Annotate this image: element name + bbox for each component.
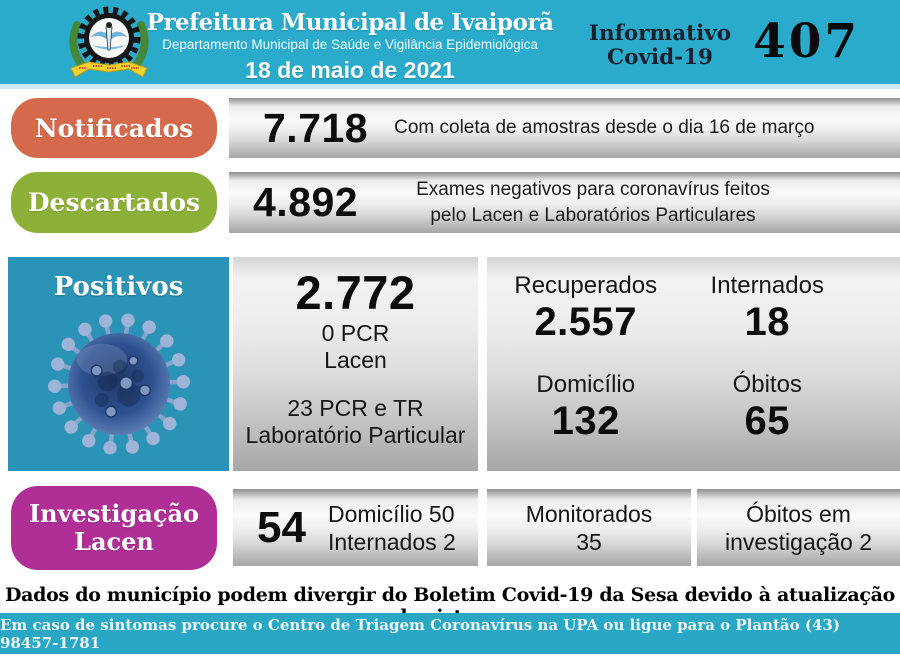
investigacao-badge-line1: Investigação	[28, 499, 200, 529]
stat-internados-label: Internados	[710, 272, 824, 299]
descartados-note-line2: pelo Lacen e Laboratórios Particulares	[430, 204, 756, 226]
descartados-bar: 4.892 Exames negativos para coronavírus …	[229, 172, 900, 233]
footer-text: Em caso de sintomas procure o Centro de …	[0, 615, 840, 652]
bulletin-number: 407	[753, 14, 861, 69]
bulletin-date: 18 de maio de 2021	[245, 57, 455, 83]
investigacao-detail-line2: Internados 2	[327, 528, 456, 555]
bulletin-label: Informativo Covid-19	[578, 21, 742, 71]
positivos-particular-line2: Laboratório Particular	[245, 422, 466, 448]
investigacao-value-panel: 54 Domicílio 50 Internados 2	[233, 489, 478, 566]
header-bar: Prefeitura Municipal de Ivaiporã Departa…	[0, 0, 900, 89]
stat-internados-value: 18	[744, 300, 790, 344]
obitos-investigacao-line1: Óbitos em	[746, 500, 851, 527]
city-crest-icon	[69, 6, 149, 78]
stat-obitos: Óbitos 65	[677, 371, 859, 470]
positivos-particular-line1: 23 PCR e TR	[287, 395, 424, 421]
coronavirus-icon	[47, 312, 190, 456]
descartados-badge: Descartados	[11, 172, 217, 233]
notificados-value: 7.718	[263, 104, 369, 151]
stat-internados: Internados 18	[677, 272, 859, 371]
notificados-bar: 7.718 Com coleta de amostras desde o dia…	[229, 98, 900, 158]
footer-bar: Em caso de sintomas procure o Centro de …	[0, 613, 900, 654]
investigacao-detail-line1: Domicílio 50	[327, 500, 455, 527]
monitorados-value: 35	[576, 528, 602, 555]
positivos-total: 2.772	[295, 266, 416, 319]
positivos-lacen-line2: Lacen	[324, 347, 387, 373]
stat-domicilio-label: Domicílio	[536, 371, 636, 398]
positivos-lacen-breakdown: 0 PCR Lacen	[233, 320, 478, 374]
investigacao-badge-line2: Lacen	[74, 527, 154, 556]
descartados-value: 4.892	[253, 179, 359, 225]
municipality-title: Prefeitura Municipal de Ivaiporã	[146, 9, 554, 36]
investigacao-badge: Investigação Lacen	[11, 486, 217, 570]
investigacao-detail: Domicílio 50 Internados 2	[328, 500, 456, 556]
positivos-lacen-line1: 0 PCR	[321, 320, 390, 346]
department-subtitle: Departamento Municipal de Saúde e Vigilâ…	[162, 37, 538, 52]
monitorados-label: Monitorados	[525, 500, 653, 527]
notificados-note: Com coleta de amostras desde o dia 16 de…	[394, 117, 815, 138]
monitorados-panel: Monitorados 35	[487, 489, 691, 566]
positivos-label: Positivos	[53, 272, 184, 302]
bulletin-label-line1: Informativo	[588, 21, 732, 46]
descartados-note-line1: Exames negativos para coronavírus feitos	[416, 178, 770, 200]
notificados-badge-label: Notificados	[34, 113, 194, 143]
stat-recuperados-value: 2.557	[534, 300, 638, 344]
stat-domicilio: Domicílio 132	[495, 371, 677, 470]
positivos-stats-panel: Recuperados 2.557 Internados 18 Domicíli…	[487, 257, 900, 471]
descartados-note: Exames negativos para coronavírus feitos…	[416, 177, 770, 229]
stat-obitos-value: 65	[744, 399, 790, 443]
investigacao-value: 54	[257, 502, 306, 552]
bulletin-label-line2: Covid-19	[607, 45, 713, 71]
stat-domicilio-value: 132	[551, 399, 620, 443]
positivos-stats-grid: Recuperados 2.557 Internados 18 Domicíli…	[495, 272, 858, 470]
positivos-total-panel: 2.772 0 PCR Lacen 23 PCR e TR Laboratóri…	[233, 257, 478, 471]
stat-recuperados: Recuperados 2.557	[495, 272, 677, 371]
descartados-badge-label: Descartados	[27, 188, 201, 217]
positivos-panel: Positivos	[8, 257, 229, 471]
stat-recuperados-label: Recuperados	[514, 272, 658, 299]
obitos-investigacao-panel: Óbitos em investigação 2	[697, 489, 900, 566]
notificados-badge: Notificados	[11, 98, 217, 158]
obitos-investigacao-line2: investigação 2	[724, 528, 873, 555]
stat-obitos-label: Óbitos	[732, 371, 802, 398]
positivos-particular-breakdown: 23 PCR e TR Laboratório Particular	[233, 395, 478, 449]
header-center: Prefeitura Municipal de Ivaiporã Departa…	[130, 9, 570, 84]
